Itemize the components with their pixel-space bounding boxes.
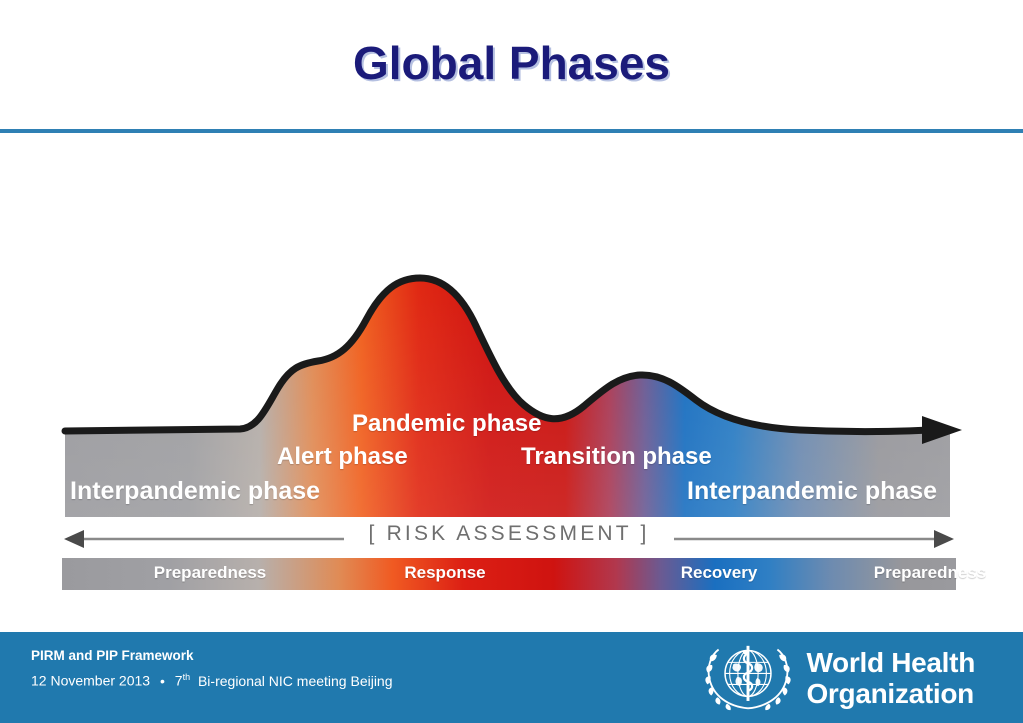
stage-label-preparedness-right: Preparedness [873,563,987,582]
phase-curve-area: Pandemic phase Alert phase Transition ph… [0,150,1023,530]
phase-label-interpandemic-left: Interpandemic phase [70,477,321,505]
risk-arrowhead-right-icon [934,530,954,548]
slide-footer: PIRM and PIP Framework 12 November 2013 … [0,632,1023,723]
who-wordmark-line2: Organization [806,678,974,709]
who-wordmark-line1: World Health [806,647,975,678]
stage-label-preparedness-left: Preparedness [153,563,267,582]
phase-label-transition: Transition phase [521,443,712,470]
curve-fill-shading [65,278,950,517]
footer-text-block: PIRM and PIP Framework 12 November 2013 … [31,646,393,692]
curve-outline [61,274,934,436]
footer-meeting-suffix: th [182,672,191,682]
stage-label-recovery: Recovery [680,563,758,582]
footer-meeting-name: Bi-regional NIC meeting Beijing [197,672,393,689]
who-wordmark: World Health Organization [806,647,975,709]
stage-label-response: Response [404,563,486,582]
footer-date: 12 November 2013 [31,672,151,689]
footer-meta-line: 12 November 2013 • 7th Bi-regional NIC m… [31,666,393,692]
phase-curve-chart [61,274,962,517]
risk-assessment-row: [ RISK ASSESSMENT ] [62,520,956,558]
risk-assessment-arrow [64,530,954,548]
risk-assessment-label: [ RISK ASSESSMENT ] [368,522,650,545]
pandemic-continuum-diagram: Pandemic phase Alert phase Transition ph… [0,150,1023,610]
phase-label-pandemic: Pandemic phase [352,410,542,437]
who-logo: World Health Organization [702,644,975,712]
footer-presentation-title: PIRM and PIP Framework [31,648,194,663]
footer-meeting-number: 7 [174,672,183,689]
page-title: Global Phases [352,37,670,89]
phase-label-interpandemic-right: Interpandemic phase [687,477,938,505]
title-divider [0,129,1023,133]
risk-arrowhead-left-icon [64,530,84,548]
who-emblem-icon [705,645,792,711]
stage-bar: Preparedness Response Recovery Preparedn… [62,558,986,590]
phase-label-alert: Alert phase [277,443,408,470]
footer-separator: • [159,672,165,689]
curve-arrowhead-icon [922,416,962,444]
